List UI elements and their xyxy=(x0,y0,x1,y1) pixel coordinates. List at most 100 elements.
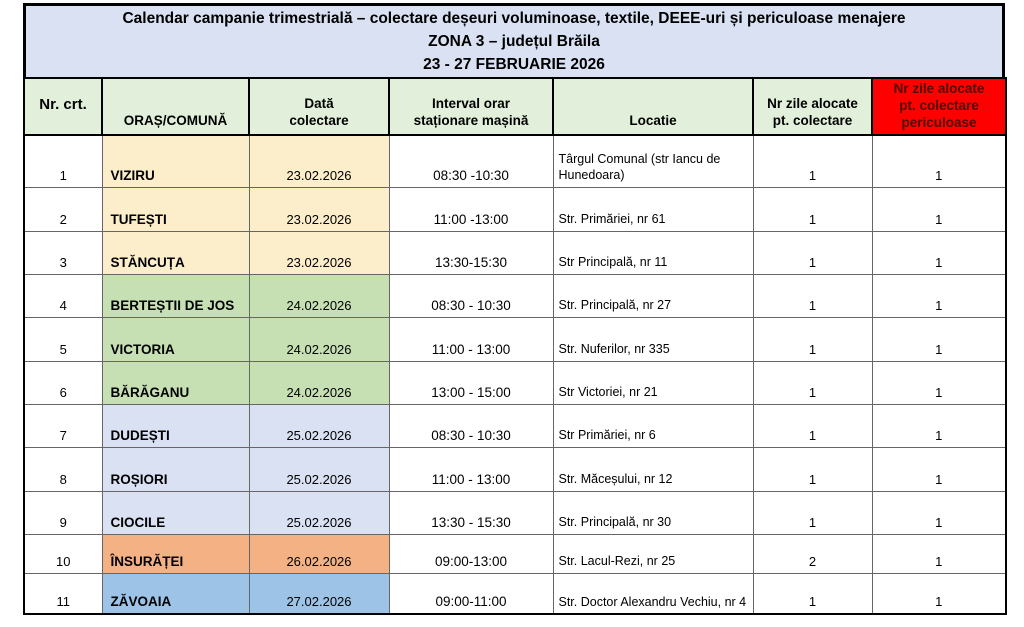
table-body: 1 VIZIRU 23.02.2026 08:30 -10:30 Târgul Comu… xyxy=(23,134,1007,615)
cell-hazard-days: 1 xyxy=(871,446,1007,492)
cell-location: Târgul Comunal (str Iancu de Hunedoara) xyxy=(552,134,754,188)
calendar-document: Calendar campanie trimestrială – colecta… xyxy=(23,3,1007,615)
header-interval-orar: Interval orar staționare mașină xyxy=(388,77,554,136)
cell-nr-crt: 3 xyxy=(23,230,103,275)
cell-location: Str Principală, nr 11 xyxy=(552,230,754,275)
cell-hazard-days: 1 xyxy=(871,490,1007,535)
cell-date: 23.02.2026 xyxy=(248,186,390,232)
cell-nr-crt: 4 xyxy=(23,273,103,318)
table-row: 10 ÎNSURĂȚEI 26.02.2026 09:00-13:00 Str. Lac… xyxy=(23,533,1007,574)
cell-date: 24.02.2026 xyxy=(248,316,390,362)
cell-location: Str. Lacul-Rezi, nr 25 xyxy=(552,533,754,574)
cell-nr-crt: 8 xyxy=(23,446,103,492)
cell-date: 23.02.2026 xyxy=(248,230,390,275)
cell-nr-crt: 5 xyxy=(23,316,103,362)
title-line-dates: 23 - 27 FEBRUARIE 2026 xyxy=(423,56,605,73)
cell-interval: 08:30 - 10:30 xyxy=(388,273,554,318)
table-row: 5 VICTORIA 24.02.2026 11:00 - 13:00 Str. Nuf… xyxy=(23,316,1007,362)
cell-days: 1 xyxy=(752,360,873,405)
cell-days: 1 xyxy=(752,572,873,615)
cell-location: Str. Principală, nr 27 xyxy=(552,273,754,318)
cell-interval: 09:00-11:00 xyxy=(388,572,554,615)
cell-city: DUDEȘTI xyxy=(101,403,250,448)
cell-days: 1 xyxy=(752,403,873,448)
cell-days: 1 xyxy=(752,490,873,535)
cell-date: 25.02.2026 xyxy=(248,446,390,492)
cell-days: 2 xyxy=(752,533,873,574)
cell-days: 1 xyxy=(752,134,873,188)
title-line-campaign: Calendar campanie trimestrială – colecta… xyxy=(122,10,906,27)
cell-hazard-days: 1 xyxy=(871,533,1007,574)
title-box: Calendar campanie trimestrială – colecta… xyxy=(23,3,1005,80)
cell-location: Str. Primăriei, nr 61 xyxy=(552,186,754,232)
cell-nr-crt: 2 xyxy=(23,186,103,232)
table-row: 7 DUDEȘTI 25.02.2026 08:30 - 10:30 Str Primă… xyxy=(23,403,1007,448)
cell-interval: 11:00 - 13:00 xyxy=(388,446,554,492)
cell-interval: 09:00-13:00 xyxy=(388,533,554,574)
cell-location: Str. Principală, nr 30 xyxy=(552,490,754,535)
cell-city: BĂRĂGANU xyxy=(101,360,250,405)
cell-interval: 08:30 -10:30 xyxy=(388,134,554,188)
cell-nr-crt: 9 xyxy=(23,490,103,535)
cell-interval: 13:00 - 15:00 xyxy=(388,360,554,405)
header-oras-comuna: ORAȘ/COMUNĂ xyxy=(101,77,250,136)
header-locatie: Locatie xyxy=(552,77,754,136)
cell-interval: 11:00 -13:00 xyxy=(388,186,554,232)
cell-hazard-days: 1 xyxy=(871,134,1007,188)
cell-interval: 13:30 - 15:30 xyxy=(388,490,554,535)
header-nr-zile-colectare: Nr zile alocate pt. colectare xyxy=(752,77,873,136)
cell-days: 1 xyxy=(752,316,873,362)
cell-interval: 13:30-15:30 xyxy=(388,230,554,275)
cell-interval: 11:00 - 13:00 xyxy=(388,316,554,362)
table-row: 8 ROȘIORI 25.02.2026 11:00 - 13:00 Str. Măce… xyxy=(23,446,1007,492)
header-data-colectare: Dată colectare xyxy=(248,77,390,136)
header-nr-zile-periculoase: Nr zile alocate pt. colectare periculoas… xyxy=(871,77,1007,136)
cell-city: ÎNSURĂȚEI xyxy=(101,533,250,574)
cell-nr-crt: 10 xyxy=(23,533,103,574)
cell-days: 1 xyxy=(752,446,873,492)
cell-nr-crt: 11 xyxy=(23,572,103,615)
table-row: 2 TUFEȘTI 23.02.2026 11:00 -13:00 Str. Primă… xyxy=(23,186,1007,232)
table-header: Nr. crt. ORAȘ/COMUNĂ Dată colectare Inte… xyxy=(23,77,1007,136)
cell-date: 23.02.2026 xyxy=(248,134,390,188)
cell-hazard-days: 1 xyxy=(871,360,1007,405)
table-row: 6 BĂRĂGANU 24.02.2026 13:00 - 15:00 Str Vict… xyxy=(23,360,1007,405)
table-row: 9 CIOCILE 25.02.2026 13:30 - 15:30 Str. Prin… xyxy=(23,490,1007,535)
cell-location: Str. Doctor Alexandru Vechiu, nr 4 xyxy=(552,572,754,615)
cell-interval: 08:30 - 10:30 xyxy=(388,403,554,448)
cell-hazard-days: 1 xyxy=(871,186,1007,232)
table-row: 4 BERTEȘTII DE JOS 24.02.2026 08:30 - 10:30… xyxy=(23,273,1007,318)
cell-hazard-days: 1 xyxy=(871,572,1007,615)
cell-city: VIZIRU xyxy=(101,134,250,188)
cell-location: Str. Nuferilor, nr 335 xyxy=(552,316,754,362)
cell-city: BERTEȘTII DE JOS xyxy=(101,273,250,318)
cell-days: 1 xyxy=(752,186,873,232)
cell-city: CIOCILE xyxy=(101,490,250,535)
cell-location: Str. Măceșului, nr 12 xyxy=(552,446,754,492)
cell-city: STĂNCUȚA xyxy=(101,230,250,275)
cell-city: TUFEȘTI xyxy=(101,186,250,232)
cell-hazard-days: 1 xyxy=(871,273,1007,318)
cell-date: 24.02.2026 xyxy=(248,360,390,405)
cell-location: Str Primăriei, nr 6 xyxy=(552,403,754,448)
cell-city: ROȘIORI xyxy=(101,446,250,492)
cell-nr-crt: 1 xyxy=(23,134,103,188)
cell-hazard-days: 1 xyxy=(871,316,1007,362)
cell-date: 24.02.2026 xyxy=(248,273,390,318)
table-row: 11 ZĂVOAIA 27.02.2026 09:00-11:00 Str. Docto… xyxy=(23,572,1007,615)
schedule-table: Nr. crt. ORAȘ/COMUNĂ Dată colectare Inte… xyxy=(23,77,1007,615)
cell-date: 27.02.2026 xyxy=(248,572,390,615)
cell-date: 25.02.2026 xyxy=(248,403,390,448)
cell-location: Str Victoriei, nr 21 xyxy=(552,360,754,405)
cell-date: 26.02.2026 xyxy=(248,533,390,574)
cell-city: ZĂVOAIA xyxy=(101,572,250,615)
cell-nr-crt: 7 xyxy=(23,403,103,448)
cell-days: 1 xyxy=(752,230,873,275)
cell-date: 25.02.2026 xyxy=(248,490,390,535)
cell-nr-crt: 6 xyxy=(23,360,103,405)
cell-days: 1 xyxy=(752,273,873,318)
table-row: 1 VIZIRU 23.02.2026 08:30 -10:30 Târgul Comu… xyxy=(23,134,1007,188)
header-nr-crt: Nr. crt. xyxy=(23,77,103,136)
cell-hazard-days: 1 xyxy=(871,230,1007,275)
table-row: 3 STĂNCUȚA 23.02.2026 13:30-15:30 Str Princi… xyxy=(23,230,1007,275)
